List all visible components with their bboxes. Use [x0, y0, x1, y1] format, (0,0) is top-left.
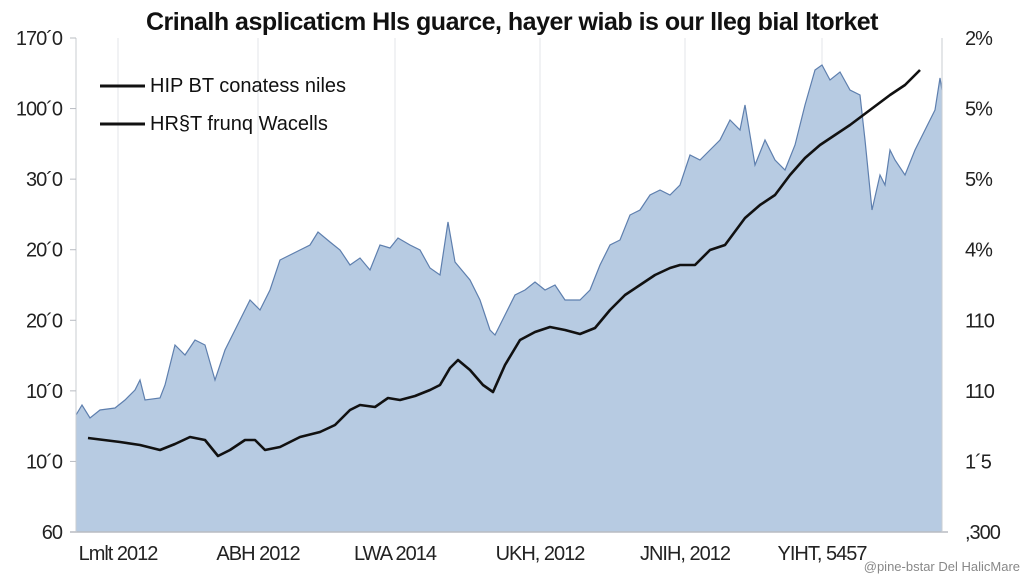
x-tick-label: UKH, 2012 — [496, 543, 586, 565]
chart-title: Crinalh asplicaticm Hls guarce, hayer wi… — [146, 8, 879, 36]
y-tick-label-left: 10´0 — [26, 381, 63, 403]
legend-label-area: HIP BT conatess niles — [150, 75, 346, 97]
y-tick-label-right: 4% — [965, 240, 993, 262]
y-tick-label-right: ,300 — [965, 522, 1001, 544]
y-tick-label-left: 10´0 — [26, 451, 63, 473]
tick-labels: 60 10´0 10´0 20´0 20´0 30´0 100´0 170´0 ,300 1´5 1… — [16, 28, 1002, 565]
area-fill — [76, 65, 942, 532]
watermark: @pine-bstar Del HalicMare — [864, 559, 1020, 574]
axes — [70, 38, 948, 533]
y-tick-label-left: 30´0 — [26, 169, 63, 191]
series-layer — [75, 64, 943, 532]
x-tick-label: Lmlt 2012 — [79, 543, 159, 565]
legend: HIP BT conatess niles HR§T frunq Wacells — [100, 75, 346, 135]
y-tick-label-right: 5% — [965, 169, 993, 191]
x-tick-label: LWA 2014 — [354, 543, 437, 565]
y-tick-label-right: 1´5 — [965, 451, 992, 473]
x-tick-label: ABH 2012 — [216, 543, 300, 565]
y-tick-label-left: 20´0 — [26, 240, 63, 262]
x-tick-label: JNIH, 2012 — [640, 543, 731, 565]
y-tick-label-left: 60 — [42, 522, 63, 544]
x-tick-label: YIHT, 5457 — [778, 543, 868, 565]
y-tick-label-left: 100´0 — [16, 99, 63, 121]
y-tick-label-right: 5% — [965, 99, 993, 121]
y-tick-label-left: 170´0 — [16, 28, 63, 50]
y-tick-label-right: 110 — [965, 310, 995, 332]
y-tick-label-left: 20´0 — [26, 310, 63, 332]
y-tick-label-right: 110 — [965, 381, 995, 403]
y-tick-label-right: 2% — [965, 28, 993, 50]
legend-label-line: HR§T frunq Wacells — [150, 113, 328, 135]
